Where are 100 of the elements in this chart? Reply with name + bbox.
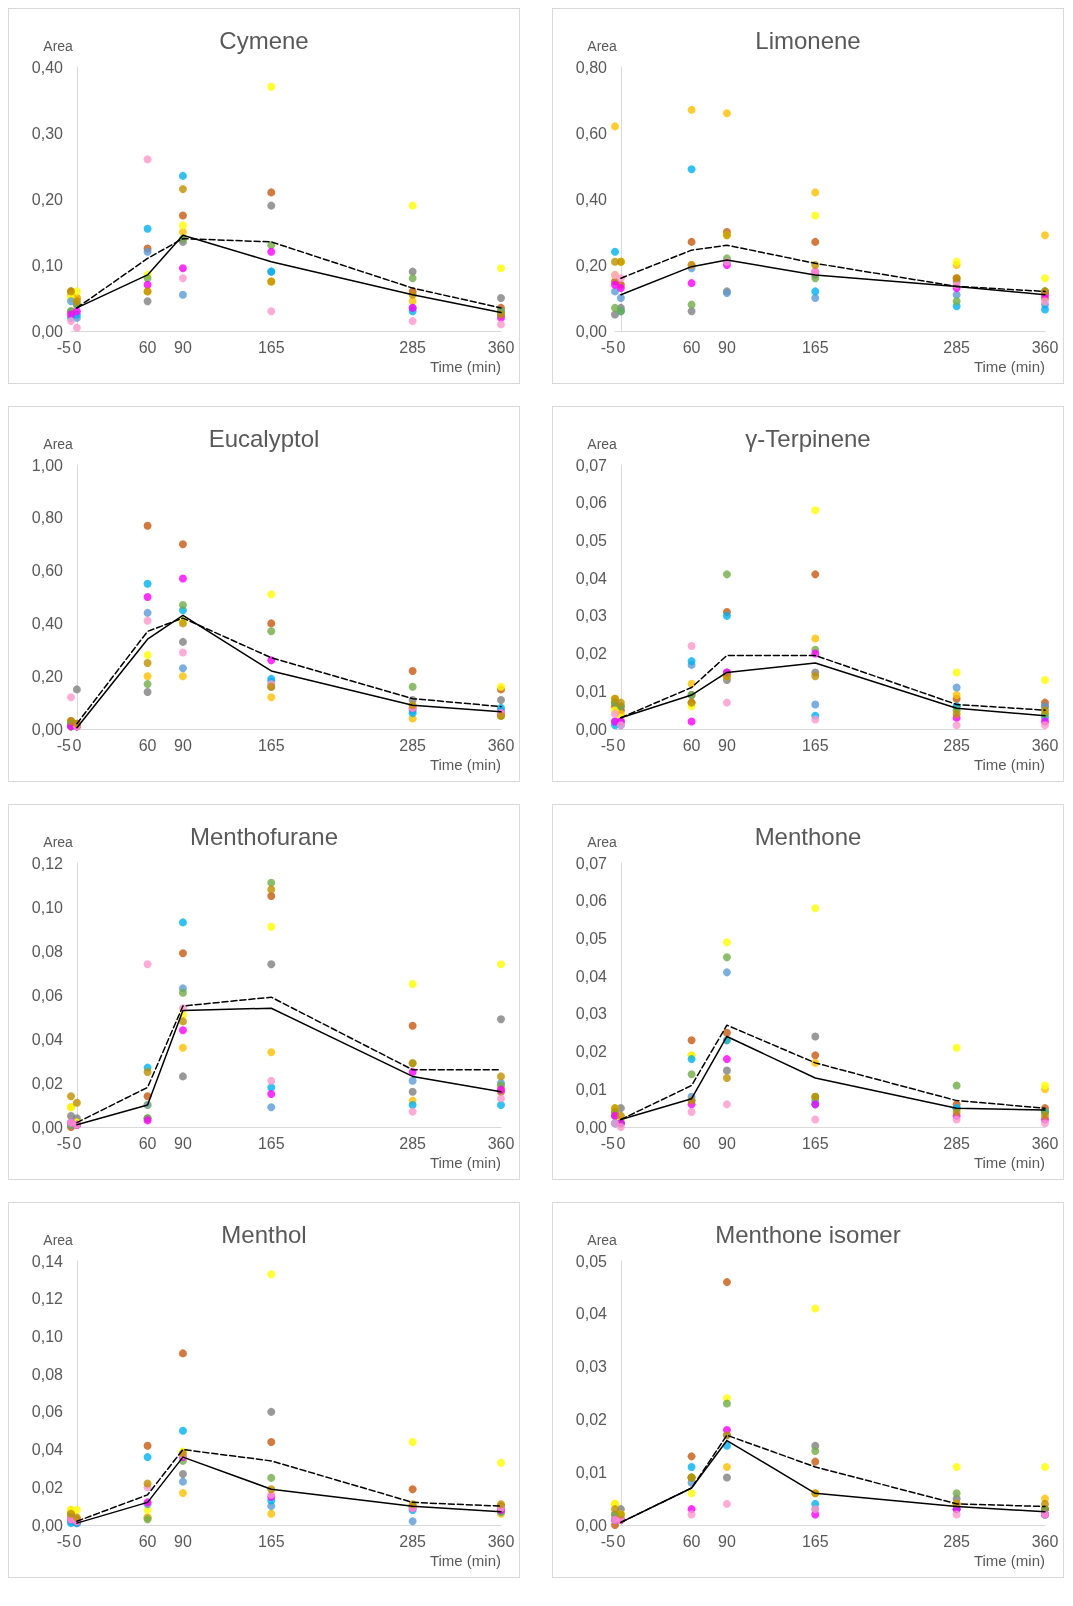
x-tick-label: 60 xyxy=(138,1532,157,1550)
y-tick-label: 0,05 xyxy=(575,531,608,549)
x-tick-label: 60 xyxy=(682,736,701,754)
y-tick-label: 0,60 xyxy=(575,124,608,142)
y-axis-title: Area xyxy=(43,38,74,54)
y-tick-label: 0,40 xyxy=(575,190,608,208)
y-tick-label: 0,06 xyxy=(575,494,608,512)
y-tick-label: 0,02 xyxy=(575,1410,608,1428)
y-tick-label: 0,06 xyxy=(31,986,64,1004)
x-tick-label: 285 xyxy=(943,1134,971,1152)
y-axis-title: Area xyxy=(587,1232,618,1248)
x-tick-label: 360 xyxy=(1031,736,1059,754)
y-tick-label: 0,04 xyxy=(31,1441,64,1459)
y-tick-label: 0,00 xyxy=(31,1516,64,1534)
y-axis-title: Area xyxy=(43,436,74,452)
chart-title: Cymene xyxy=(219,26,309,54)
x-tick-label: 360 xyxy=(487,736,515,754)
y-tick-label: 0,04 xyxy=(575,1305,608,1323)
x-tick-label: 285 xyxy=(399,338,427,356)
y-tick-label: 0,04 xyxy=(575,967,608,985)
x-tick-label: 90 xyxy=(718,1134,736,1152)
x-tick-label: 360 xyxy=(487,1134,515,1152)
x-tick-label: 285 xyxy=(399,1532,427,1550)
x-tick-label: 90 xyxy=(174,736,192,754)
x-tick-label: -5 xyxy=(600,1532,616,1550)
x-tick-label: 165 xyxy=(801,1532,829,1550)
x-tick-label: 360 xyxy=(1031,1532,1059,1550)
y-tick-label: 1,00 xyxy=(31,456,64,474)
x-tick-label: -5 xyxy=(56,1532,72,1550)
y-tick-label: 0,01 xyxy=(575,1080,608,1098)
x-tick-label: -5 xyxy=(600,1134,616,1152)
y-tick-label: 0,20 xyxy=(575,256,608,274)
x-tick-label: 60 xyxy=(138,338,157,356)
x-tick-label: -5 xyxy=(56,1134,72,1152)
x-tick-label: 165 xyxy=(257,338,285,356)
x-tick-label: 165 xyxy=(801,338,829,356)
y-tick-label: 0,10 xyxy=(31,898,64,916)
x-axis-title: Time (min) xyxy=(429,1552,501,1569)
x-tick-label: 60 xyxy=(138,1134,157,1152)
y-tick-label: 0,02 xyxy=(31,1478,64,1496)
chart-title: Limonene xyxy=(755,26,861,54)
y-tick-label: 0,04 xyxy=(575,569,608,587)
x-tick-label: 285 xyxy=(943,736,971,754)
y-tick-label: 0,30 xyxy=(31,124,64,142)
y-tick-label: 0,00 xyxy=(575,1516,608,1534)
x-tick-label: 90 xyxy=(718,1532,736,1550)
y-tick-label: 0,03 xyxy=(575,1358,608,1376)
y-tick-label: 0,00 xyxy=(575,720,608,738)
y-tick-label: 0,00 xyxy=(31,720,64,738)
y-tick-label: 0,06 xyxy=(31,1403,64,1421)
y-tick-label: 0,05 xyxy=(575,929,608,947)
y-tick-label: 0,00 xyxy=(31,1118,64,1136)
x-axis-title: Time (min) xyxy=(429,756,501,773)
y-tick-label: 0,01 xyxy=(575,1463,608,1481)
x-tick-label: 90 xyxy=(718,736,736,754)
x-tick-label: -5 xyxy=(600,736,616,754)
y-tick-label: 0,06 xyxy=(575,892,608,910)
y-tick-label: 0,07 xyxy=(575,854,608,872)
y-tick-label: 0,00 xyxy=(575,322,608,340)
x-tick-label: 360 xyxy=(1031,1134,1059,1152)
x-axis-title: Time (min) xyxy=(429,1154,501,1171)
x-tick-label: -5 xyxy=(600,338,616,356)
chart-title: Menthol xyxy=(221,1220,307,1248)
y-tick-label: 0,00 xyxy=(31,322,64,340)
y-axis-title: Area xyxy=(587,38,618,54)
x-tick-label: 165 xyxy=(257,736,285,754)
x-tick-label: 285 xyxy=(943,1532,971,1550)
y-tick-label: 0,08 xyxy=(31,942,64,960)
y-tick-label: 0,10 xyxy=(31,1327,64,1345)
y-tick-label: 0,00 xyxy=(575,1118,608,1136)
y-tick-label: 0,05 xyxy=(575,1252,608,1270)
x-axis-title: Time (min) xyxy=(429,358,501,375)
chart-title: Eucalyptol xyxy=(208,424,320,452)
chart-title: Menthofurane xyxy=(189,822,339,850)
y-tick-label: 0,20 xyxy=(31,190,64,208)
x-tick-label: 165 xyxy=(801,1134,829,1152)
y-axis-title: Area xyxy=(43,834,74,850)
x-tick-label: 360 xyxy=(487,1532,515,1550)
x-tick-label: 60 xyxy=(682,338,701,356)
y-tick-label: 0,08 xyxy=(31,1365,64,1383)
x-tick-label: -5 xyxy=(56,736,72,754)
x-axis-title: Time (min) xyxy=(973,358,1045,375)
y-tick-label: 0,80 xyxy=(575,58,608,76)
x-tick-label: 0 xyxy=(72,1134,82,1152)
y-tick-label: 0,03 xyxy=(575,607,608,625)
chart-title: Menthone isomer xyxy=(715,1220,901,1248)
y-tick-label: 0,12 xyxy=(31,854,64,872)
y-tick-label: 0,80 xyxy=(31,509,64,527)
y-tick-label: 0,07 xyxy=(575,456,608,474)
x-tick-label: 165 xyxy=(257,1134,285,1152)
x-tick-label: 90 xyxy=(174,1134,192,1152)
chart-title: γ-Terpinene xyxy=(745,424,871,452)
y-axis-title: Area xyxy=(587,436,618,452)
x-tick-label: 0 xyxy=(72,736,82,754)
y-tick-label: 0,02 xyxy=(575,1043,608,1061)
y-tick-label: 0,03 xyxy=(575,1005,608,1023)
x-tick-label: 60 xyxy=(682,1134,701,1152)
y-tick-label: 0,40 xyxy=(31,58,64,76)
x-tick-label: 0 xyxy=(616,1532,626,1550)
x-tick-label: 0 xyxy=(616,338,626,356)
